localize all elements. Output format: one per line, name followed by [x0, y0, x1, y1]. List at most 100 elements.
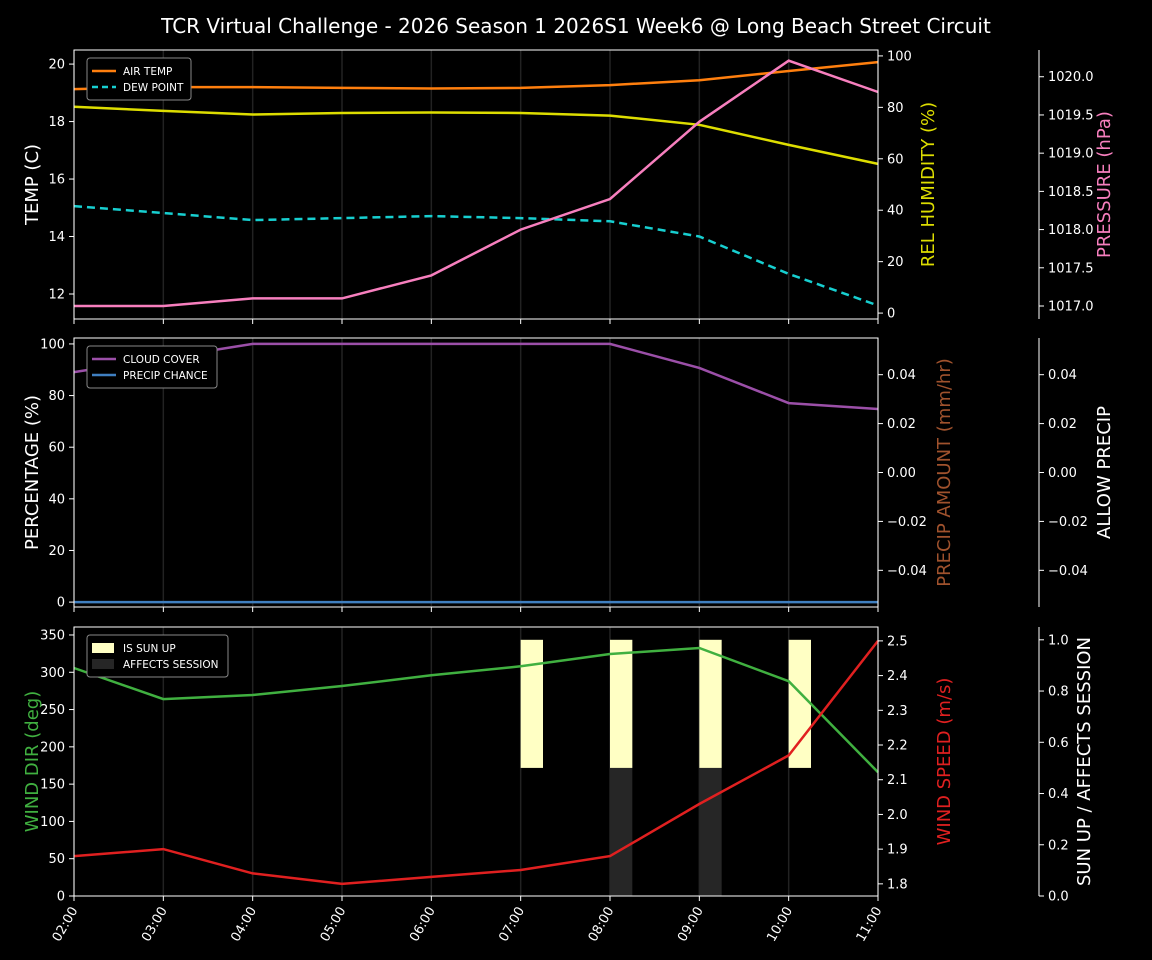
- y-tick-label: 0.6: [1048, 736, 1069, 751]
- y-tick-label: 1020.0: [1048, 70, 1094, 85]
- y-tick-label: 100: [40, 337, 65, 352]
- y-tick-label: 1.0: [1048, 633, 1069, 648]
- dir-line: [73, 646, 879, 774]
- sun-up-bar: [520, 639, 543, 768]
- y-tick-label: 60: [887, 152, 904, 167]
- y-tick-label: 18: [48, 115, 65, 130]
- y-tick-label: 0.8: [1048, 685, 1069, 700]
- legend-label: IS SUN UP: [123, 643, 176, 655]
- y-tick-label: 0.00: [1048, 466, 1077, 481]
- legend-box: [86, 345, 218, 389]
- x-tick-label: 04:00: [228, 905, 260, 945]
- legend-label: CLOUD COVER: [123, 354, 200, 366]
- y-tick-label: 1018.0: [1048, 223, 1094, 238]
- dew-point-line: [73, 204, 879, 307]
- x-tick-label: 03:00: [139, 905, 171, 945]
- x-tick-label: 05:00: [318, 905, 350, 945]
- y-tick-label: 20: [48, 58, 65, 73]
- y-tick-label: 0.02: [887, 417, 916, 432]
- y-tick-label: −0.04: [1048, 564, 1088, 579]
- y-tick-label: 1018.5: [1048, 185, 1094, 200]
- y-tick-label: 40: [48, 492, 65, 507]
- y-tick-label: 40: [887, 204, 904, 219]
- y-tick-label: 0.2: [1048, 838, 1069, 853]
- hum-line: [73, 105, 879, 166]
- y-tick-label: 80: [48, 389, 65, 404]
- y-tick-label: 0.00: [887, 466, 916, 481]
- axis-label-spd: WIND SPEED (m/s): [934, 678, 955, 846]
- y-tick-label: 80: [887, 101, 904, 116]
- axis-label-dir: WIND DIR (deg): [22, 691, 43, 833]
- y-tick-label: 0.4: [1048, 787, 1069, 802]
- sun-up-bar: [699, 639, 722, 768]
- chart-title: TCR Virtual Challenge - 2026 Season 1 20…: [161, 14, 991, 38]
- legend-box: [86, 634, 229, 678]
- axis-label-sun: SUN UP / AFFECTS SESSION: [1074, 637, 1095, 886]
- y-tick-label: 20: [887, 255, 904, 270]
- y-tick-label: 14: [48, 230, 65, 245]
- y-tick-label: 0: [887, 307, 895, 322]
- y-tick-label: 2.2: [887, 739, 908, 754]
- y-tick-label: 2.0: [887, 808, 908, 823]
- legend-label: PRECIP CHANCE: [123, 370, 208, 382]
- axis-label-amt: PRECIP AMOUNT (mm/hr): [934, 358, 955, 587]
- x-tick-label: 10:00: [764, 905, 796, 945]
- x-tick-label: 02:00: [50, 905, 82, 945]
- y-tick-label: 100: [40, 815, 65, 830]
- y-tick-label: 250: [40, 703, 65, 718]
- y-tick-label: 300: [40, 666, 65, 681]
- x-tick-label: 09:00: [675, 905, 707, 945]
- x-tick-label: 06:00: [407, 905, 439, 945]
- y-tick-label: 100: [887, 49, 912, 64]
- legend-box: [86, 57, 192, 101]
- y-tick-label: 1.8: [887, 877, 908, 892]
- y-tick-label: 60: [48, 441, 65, 456]
- sun-up-bar: [610, 639, 633, 768]
- y-tick-label: 1019.5: [1048, 108, 1094, 123]
- y-tick-label: 20: [48, 544, 65, 559]
- y-tick-label: 0: [57, 596, 65, 611]
- air-temp-line: [73, 60, 879, 91]
- x-tick-label: 11:00: [854, 905, 886, 945]
- axis-label-pres: PRESSURE (hPa): [1094, 111, 1115, 258]
- y-tick-label: 1.9: [887, 843, 908, 858]
- spd-line: [73, 640, 879, 886]
- y-tick-label: 0.04: [887, 368, 916, 383]
- legend-label: DEW POINT: [123, 82, 184, 94]
- y-tick-label: 16: [48, 173, 65, 188]
- y-tick-label: 0.04: [1048, 368, 1077, 383]
- legend-swatch: [92, 643, 114, 653]
- y-tick-label: 150: [40, 778, 65, 793]
- y-tick-label: 12: [48, 287, 65, 302]
- y-tick-label: 2.1: [887, 773, 908, 788]
- sun-up-bar: [788, 639, 811, 768]
- y-tick-label: 0.0: [1048, 890, 1069, 905]
- x-tick-label: 07:00: [496, 905, 528, 945]
- y-tick-label: 200: [40, 740, 65, 755]
- plot-frame: [73, 49, 879, 320]
- y-tick-label: 350: [40, 628, 65, 643]
- y-tick-label: 1017.0: [1048, 300, 1094, 315]
- affects-session-bar: [699, 767, 722, 896]
- y-tick-label: 0.02: [1048, 417, 1077, 432]
- axis-label-hum: REL HUMIDITY (%): [918, 102, 939, 267]
- y-tick-label: 1019.0: [1048, 147, 1094, 162]
- y-tick-label: 2.4: [887, 669, 908, 684]
- y-tick-label: 0: [57, 890, 65, 905]
- y-tick-label: 2.3: [887, 704, 908, 719]
- y-tick-label: 1017.5: [1048, 261, 1094, 276]
- axis-label-pct: PERCENTAGE (%): [22, 395, 43, 550]
- x-tick-label: 08:00: [586, 905, 618, 945]
- axis-label-allow: ALLOW PRECIP: [1094, 406, 1115, 539]
- legend-swatch: [92, 659, 114, 669]
- pres-line: [74, 59, 879, 308]
- y-tick-label: −0.02: [887, 515, 927, 530]
- y-tick-label: −0.04: [887, 564, 927, 579]
- y-tick-label: −0.02: [1048, 515, 1088, 530]
- affects-session-bar: [610, 767, 633, 896]
- y-tick-label: 50: [48, 852, 65, 867]
- legend-label: AFFECTS SESSION: [123, 659, 219, 671]
- plot-frame: [73, 626, 879, 897]
- axis-label-temp: TEMP (C): [22, 144, 43, 226]
